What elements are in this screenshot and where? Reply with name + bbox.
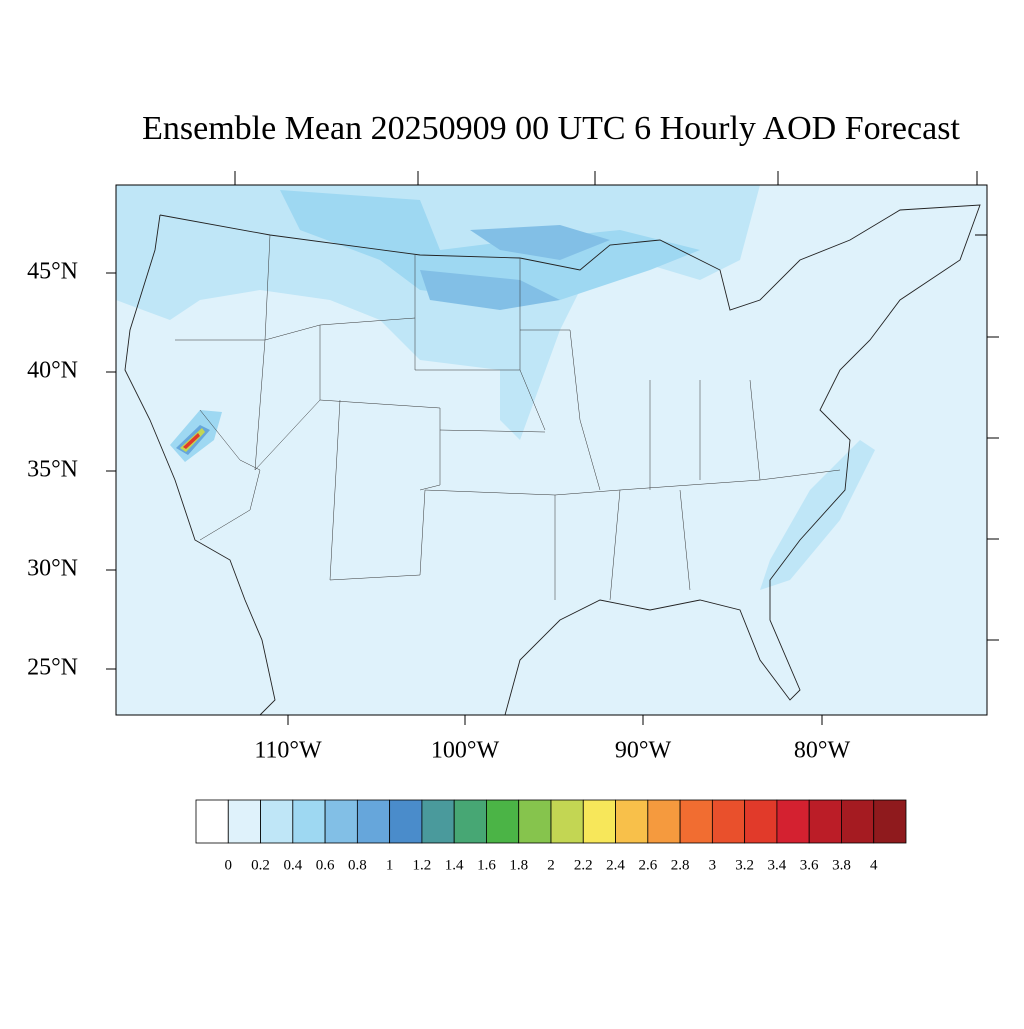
colorbar-label: 2.6 — [638, 857, 657, 873]
colorbar-label: 0.6 — [316, 857, 335, 873]
colorbar: 0 0.2 0.4 0.6 0.8 1 1.2 1.4 1.6 1.8 2 2.2 2.4 2.6 2.8 3… — [195, 799, 907, 873]
colorbar-label: 1.6 — [477, 857, 496, 873]
colorbar-label: 3.4 — [768, 857, 787, 873]
colorbar-label: 1.2 — [413, 857, 432, 873]
colorbar-box — [582, 799, 616, 844]
lat-label: 40°N — [27, 358, 78, 384]
colorbar-label: 0 — [225, 857, 233, 873]
colorbar-label: 1.8 — [509, 857, 528, 873]
map-frame — [115, 184, 988, 716]
lat-label: 45°N — [27, 259, 78, 285]
lon-label: 100°W — [431, 738, 500, 764]
colorbar-box — [550, 799, 584, 844]
map — [106, 171, 999, 725]
colorbar-box — [744, 799, 778, 844]
colorbar-label: 2 — [547, 857, 555, 873]
colorbar-label: 3.2 — [735, 857, 754, 873]
lon-label: 90°W — [615, 738, 672, 764]
colorbar-label: 3 — [709, 857, 717, 873]
colorbar-box — [389, 799, 423, 844]
colorbar-label: 2.2 — [574, 857, 593, 873]
colorbar-box — [292, 799, 326, 844]
colorbar-box — [808, 799, 842, 844]
colorbar-box — [776, 799, 810, 844]
colorbar-box — [518, 799, 552, 844]
lon-label: 80°W — [794, 738, 851, 764]
colorbar-label: 0.2 — [251, 857, 270, 873]
colorbar-box — [453, 799, 487, 844]
colorbar-label: 3.8 — [832, 857, 851, 873]
colorbar-box — [679, 799, 713, 844]
colorbar-label: 2.8 — [671, 857, 690, 873]
colorbar-box — [873, 799, 907, 844]
colorbar-box — [615, 799, 649, 844]
colorbar-box — [841, 799, 875, 844]
frame-tick — [106, 171, 999, 725]
axis-labels: 45°N 40°N 35°N 30°N 25°N 110°W 100°W 90°W 80°W — [27, 259, 850, 764]
aod-region — [183, 433, 200, 449]
coastline — [124, 204, 981, 716]
colorbar-box — [486, 799, 520, 844]
colorbar-label: 0.8 — [348, 857, 367, 873]
colorbar-box — [421, 799, 455, 844]
colorbar-box — [324, 799, 358, 844]
colorbar-box — [195, 799, 229, 844]
lon-label: 110°W — [254, 738, 322, 764]
colorbar-label: 1.4 — [445, 857, 464, 873]
aod-region — [280, 190, 700, 300]
colorbar-label: 1 — [386, 857, 394, 873]
lat-label: 30°N — [27, 556, 78, 582]
colorbar-label: 3.6 — [800, 857, 819, 873]
aod-region — [420, 225, 610, 310]
state-border — [175, 234, 841, 601]
colorbar-box — [260, 799, 294, 844]
title: Ensemble Mean 20250909 00 UTC 6 Hourly A… — [142, 110, 960, 147]
colorbar-label: 2.4 — [606, 857, 625, 873]
colorbar-label: 0.4 — [283, 857, 302, 873]
lat-label: 35°N — [27, 457, 78, 483]
colorbar-box — [647, 799, 681, 844]
colorbar-box — [227, 799, 261, 844]
colorbar-label: 4 — [870, 857, 878, 873]
lat-label: 25°N — [27, 655, 78, 681]
colorbar-box — [711, 799, 746, 844]
colorbar-box — [356, 799, 391, 844]
